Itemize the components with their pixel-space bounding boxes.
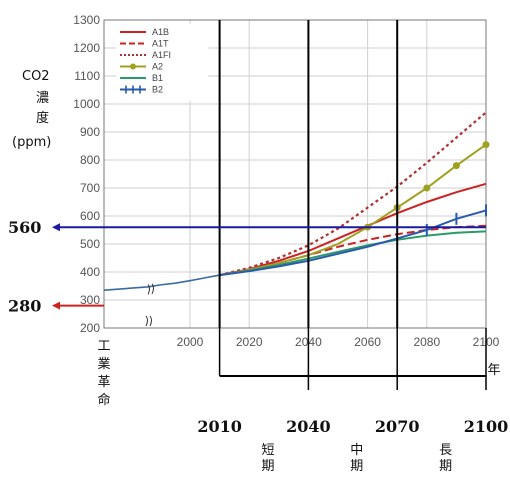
y-tick-label: 1200 [73, 41, 100, 55]
legend-marker [130, 63, 136, 70]
series-line-b2 [219, 209, 487, 277]
y-axis-label: CO2 濃度 (ppm) [12, 69, 51, 150]
point-a2 [452, 162, 460, 170]
point-a2 [482, 141, 490, 149]
x-tick-label: 2060 [354, 335, 381, 349]
historical-line [103, 274, 220, 291]
point-a2 [423, 184, 431, 192]
marker-arrow [52, 301, 60, 310]
year-unit-label: 年 [487, 363, 500, 378]
marker-arrow [52, 223, 60, 232]
legend-label-a1fi: A1FI [152, 50, 171, 60]
period-label: 短 [261, 443, 274, 458]
period-label: 長 [439, 443, 452, 458]
series-line-a1t [219, 224, 487, 277]
legend-label-b2: B2 [152, 85, 163, 95]
industrial-revolution-label: 工 [97, 339, 110, 354]
plot-border [103, 19, 487, 329]
y-tick-label: 1000 [73, 97, 100, 111]
axis-ticks: 200 300 400 500 600 700 800 900 1000 1100 1200 1300… [73, 13, 499, 349]
y-label-line: (ppm) [12, 135, 51, 150]
timeline-year-2100: 2100 [464, 417, 509, 436]
overlay-lines [104, 20, 486, 328]
industrial-revolution-label: 命 [97, 392, 110, 408]
industrial-revolution-label: 革 [97, 375, 110, 390]
period-label: 期 [261, 459, 274, 474]
timeline-year-2010: 2010 [197, 417, 242, 436]
y-label-line: 度 [36, 110, 49, 126]
y-tick-label: 700 [80, 181, 100, 195]
legend-label-b1: B1 [152, 73, 163, 83]
y-tick-label: 900 [80, 125, 100, 139]
legend-label-a2: A2 [152, 62, 163, 72]
series-lines [103, 111, 490, 327]
axis-break-mark [147, 283, 154, 295]
plot-frame [103, 19, 487, 329]
left-markers: 560 280 [8, 218, 104, 316]
series-line-a1fi [219, 111, 487, 277]
industrial-revolution-label: 業 [97, 356, 110, 372]
x-tick-label: 2080 [413, 335, 440, 349]
period-label: 中 [350, 443, 363, 458]
y-tick-label: 400 [80, 265, 100, 279]
marker-label-560: 560 [8, 218, 41, 237]
y-label-line: 濃 [36, 91, 49, 106]
y-tick-label: 1100 [74, 69, 100, 83]
y-tick-label: 1300 [73, 13, 100, 27]
x-tick-label: 2000 [177, 335, 204, 349]
x-tick-label: 2020 [236, 335, 263, 349]
legend-label-a1b: A1B [152, 27, 169, 37]
y-tick-label: 200 [80, 321, 100, 335]
y-tick-label: 500 [80, 237, 100, 251]
period-label: 期 [350, 459, 363, 474]
y-label-line: CO2 [22, 69, 50, 84]
legend-bg [116, 24, 208, 101]
series-line-a2 [219, 143, 487, 277]
legend-label-a1t: A1T [152, 39, 169, 49]
period-label: 期 [439, 459, 452, 474]
timeline-year-2070: 2070 [375, 417, 420, 436]
y-tick-label: 300 [80, 293, 100, 307]
y-tick-label: 600 [80, 209, 100, 223]
timeline-year-2040: 2040 [286, 417, 331, 436]
axis-break-mark [145, 315, 152, 327]
y-tick-label: 800 [80, 153, 100, 167]
marker-label-280: 280 [8, 297, 41, 316]
series-line-a1b [219, 182, 487, 277]
